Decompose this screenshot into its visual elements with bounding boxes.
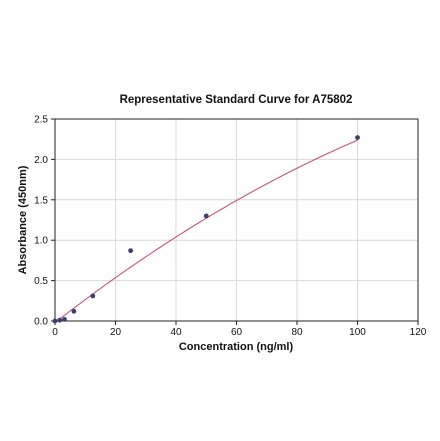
data-point bbox=[355, 135, 360, 140]
y-tick-label: 2.0 bbox=[34, 155, 48, 166]
axis-ticks: 0 20 40 60 80 100 120 0.0 0.5 1.0 1.5 2.0 2.5 bbox=[34, 115, 427, 339]
data-point bbox=[57, 317, 63, 323]
data-point bbox=[62, 316, 67, 322]
data-point bbox=[128, 248, 134, 254]
fit-curve bbox=[54, 139, 358, 322]
data-point bbox=[90, 293, 96, 299]
data-point bbox=[52, 318, 58, 324]
x-tick-label: 100 bbox=[349, 327, 366, 338]
x-tick-label: 0 bbox=[52, 327, 58, 338]
data-point bbox=[203, 213, 209, 219]
x-tick-label: 60 bbox=[231, 327, 243, 338]
fit-curve-layer bbox=[54, 139, 358, 322]
y-tick-label: 1.5 bbox=[34, 195, 48, 206]
y-tick-label: 1.0 bbox=[34, 236, 48, 247]
y-axis-label: Absorbance (450nm) bbox=[17, 165, 29, 274]
data-points bbox=[52, 135, 360, 324]
data-point bbox=[71, 308, 77, 314]
grid-lines bbox=[55, 119, 418, 321]
x-tick-label: 120 bbox=[410, 327, 427, 338]
chart-title: Representative Standard Curve for A75802 bbox=[120, 94, 353, 106]
x-axis-label: Concentration (ng/ml) bbox=[179, 341, 294, 353]
y-tick-label: 0.5 bbox=[34, 276, 48, 287]
y-tick-label: 2.5 bbox=[34, 115, 48, 126]
x-tick-label: 40 bbox=[170, 327, 182, 338]
x-tick-label: 20 bbox=[110, 327, 122, 338]
x-tick-label: 80 bbox=[291, 327, 303, 338]
y-tick-label: 0.0 bbox=[34, 317, 48, 328]
